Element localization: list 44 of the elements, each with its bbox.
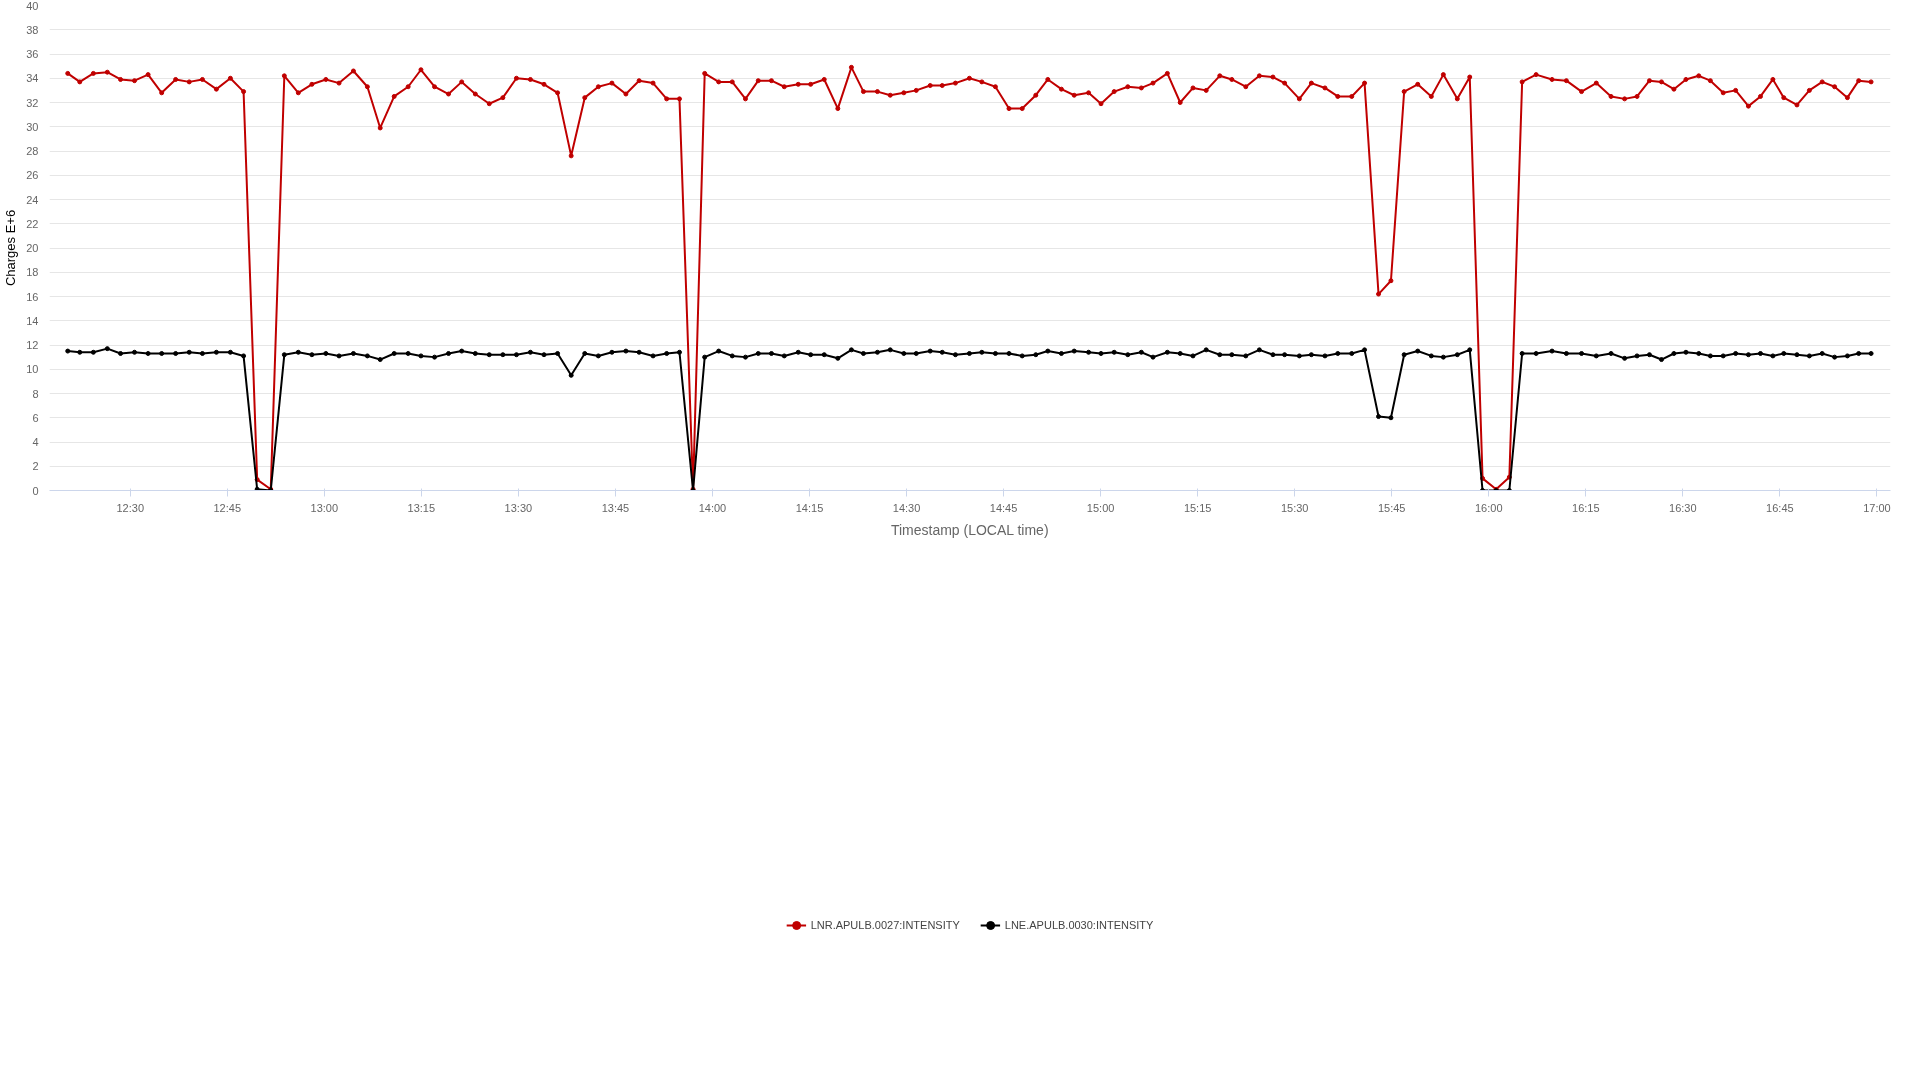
y-tick-label: 16: [26, 290, 39, 303]
x-tick-label: 12:30: [116, 501, 144, 514]
x-tick-label: 16:15: [1572, 501, 1600, 514]
x-tick-label: 16:45: [1766, 501, 1794, 514]
x-tick-label: 15:00: [1086, 501, 1115, 514]
y-tick-label: 40: [26, 0, 39, 12]
y-tick-label: 20: [26, 242, 39, 254]
x-axis-title: Timestamp (LOCAL time): [890, 521, 1049, 538]
x-tick-label: 14:45: [989, 501, 1018, 514]
x-tick-label: 13:30: [504, 501, 533, 514]
y-tick-label: 4: [32, 436, 39, 448]
y-tick-label: 22: [26, 217, 39, 230]
y-tick-label: 0: [32, 484, 39, 497]
x-tick-label: 15:45: [1377, 501, 1406, 514]
y-axis-title: Charges E+6: [3, 209, 19, 287]
y-tick-label: 24: [26, 193, 39, 206]
y-tick-label: 18: [26, 266, 39, 279]
x-tick-label: 13:00: [310, 501, 339, 514]
y-tick-label: 10: [26, 363, 39, 376]
x-tick-label: 17:00: [1863, 501, 1891, 514]
legend-label: LNR.APULB.0027:INTENSITY: [810, 919, 960, 931]
y-tick-label: 34: [26, 72, 39, 85]
x-tick-label: 14:00: [698, 501, 727, 514]
y-tick-label: 28: [26, 145, 39, 157]
x-tick-label: 13:45: [601, 501, 630, 514]
legend-label: LNE.APULB.0030:INTENSITY: [1004, 919, 1154, 931]
x-tick-label: 15:15: [1183, 501, 1212, 514]
y-tick-label: 30: [26, 120, 39, 133]
y-tick-label: 6: [32, 411, 39, 424]
x-tick-label: 14:30: [892, 501, 921, 514]
x-tick-label: 13:15: [407, 501, 436, 514]
x-tick-label: 14:15: [795, 501, 824, 514]
y-tick-label: 32: [26, 96, 39, 109]
y-tick-label: 2: [32, 460, 39, 473]
x-tick-label: 16:00: [1475, 501, 1503, 514]
x-tick-label: 12:45: [213, 501, 242, 514]
y-tick-label: 12: [26, 339, 39, 351]
y-tick-label: 38: [26, 23, 39, 36]
y-tick-label: 26: [26, 169, 39, 182]
y-tick-label: 14: [26, 314, 39, 327]
x-tick-label: 16:30: [1669, 501, 1697, 514]
y-tick-label: 36: [26, 48, 39, 60]
x-tick-label: 15:30: [1280, 501, 1309, 514]
y-tick-label: 8: [32, 387, 39, 400]
